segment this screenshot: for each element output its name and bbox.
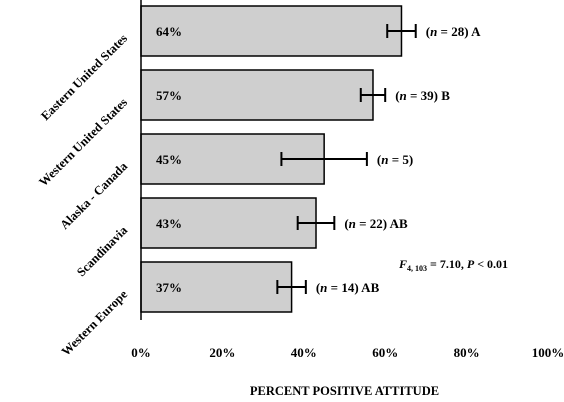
bar-value-label: 57% <box>156 88 182 103</box>
bar-value-label: 43% <box>156 216 182 231</box>
n-annotation: (n = 39) B <box>395 88 450 103</box>
x-tick-label: 20% <box>209 345 235 360</box>
bars-group: 64% 57% 45% 43% 37% <box>140 5 403 313</box>
category-label: Alaska - Canada <box>57 159 130 232</box>
n-annotation: (n = 28) A <box>426 24 481 39</box>
bar-0 <box>140 5 403 57</box>
bar-value-label: 37% <box>156 280 182 295</box>
n-annotation: (n = 22) AB <box>344 216 408 231</box>
n-annotations: (n = 28) A (n = 39) B (n = 5) (n = 22) AB (n… <box>316 24 481 295</box>
bar-value-label: 64% <box>156 24 182 39</box>
x-tick-label: 80% <box>454 345 480 360</box>
n-annotation: (n = 5) <box>377 152 413 167</box>
x-axis-ticks: 0% 20% 40% 60% 80% 100% <box>131 345 564 360</box>
bar-value-label: 45% <box>156 152 182 167</box>
statistic-annotation: F4, 103 = 7.10, P < 0.01 <box>398 257 508 273</box>
category-label: Western Europe <box>59 287 131 359</box>
bar-4 <box>140 261 293 313</box>
x-tick-label: 100% <box>532 345 564 360</box>
x-tick-label: 60% <box>372 345 398 360</box>
bar-1 <box>140 69 374 121</box>
x-axis-label: PERCENT POSITIVE ATTITUDE <box>250 384 439 398</box>
x-tick-label: 40% <box>291 345 317 360</box>
error-bars-group <box>276 24 417 294</box>
x-tick-label: 0% <box>131 345 151 360</box>
n-annotation: (n = 14) AB <box>316 280 380 295</box>
category-label: Scandinavia <box>74 223 131 280</box>
